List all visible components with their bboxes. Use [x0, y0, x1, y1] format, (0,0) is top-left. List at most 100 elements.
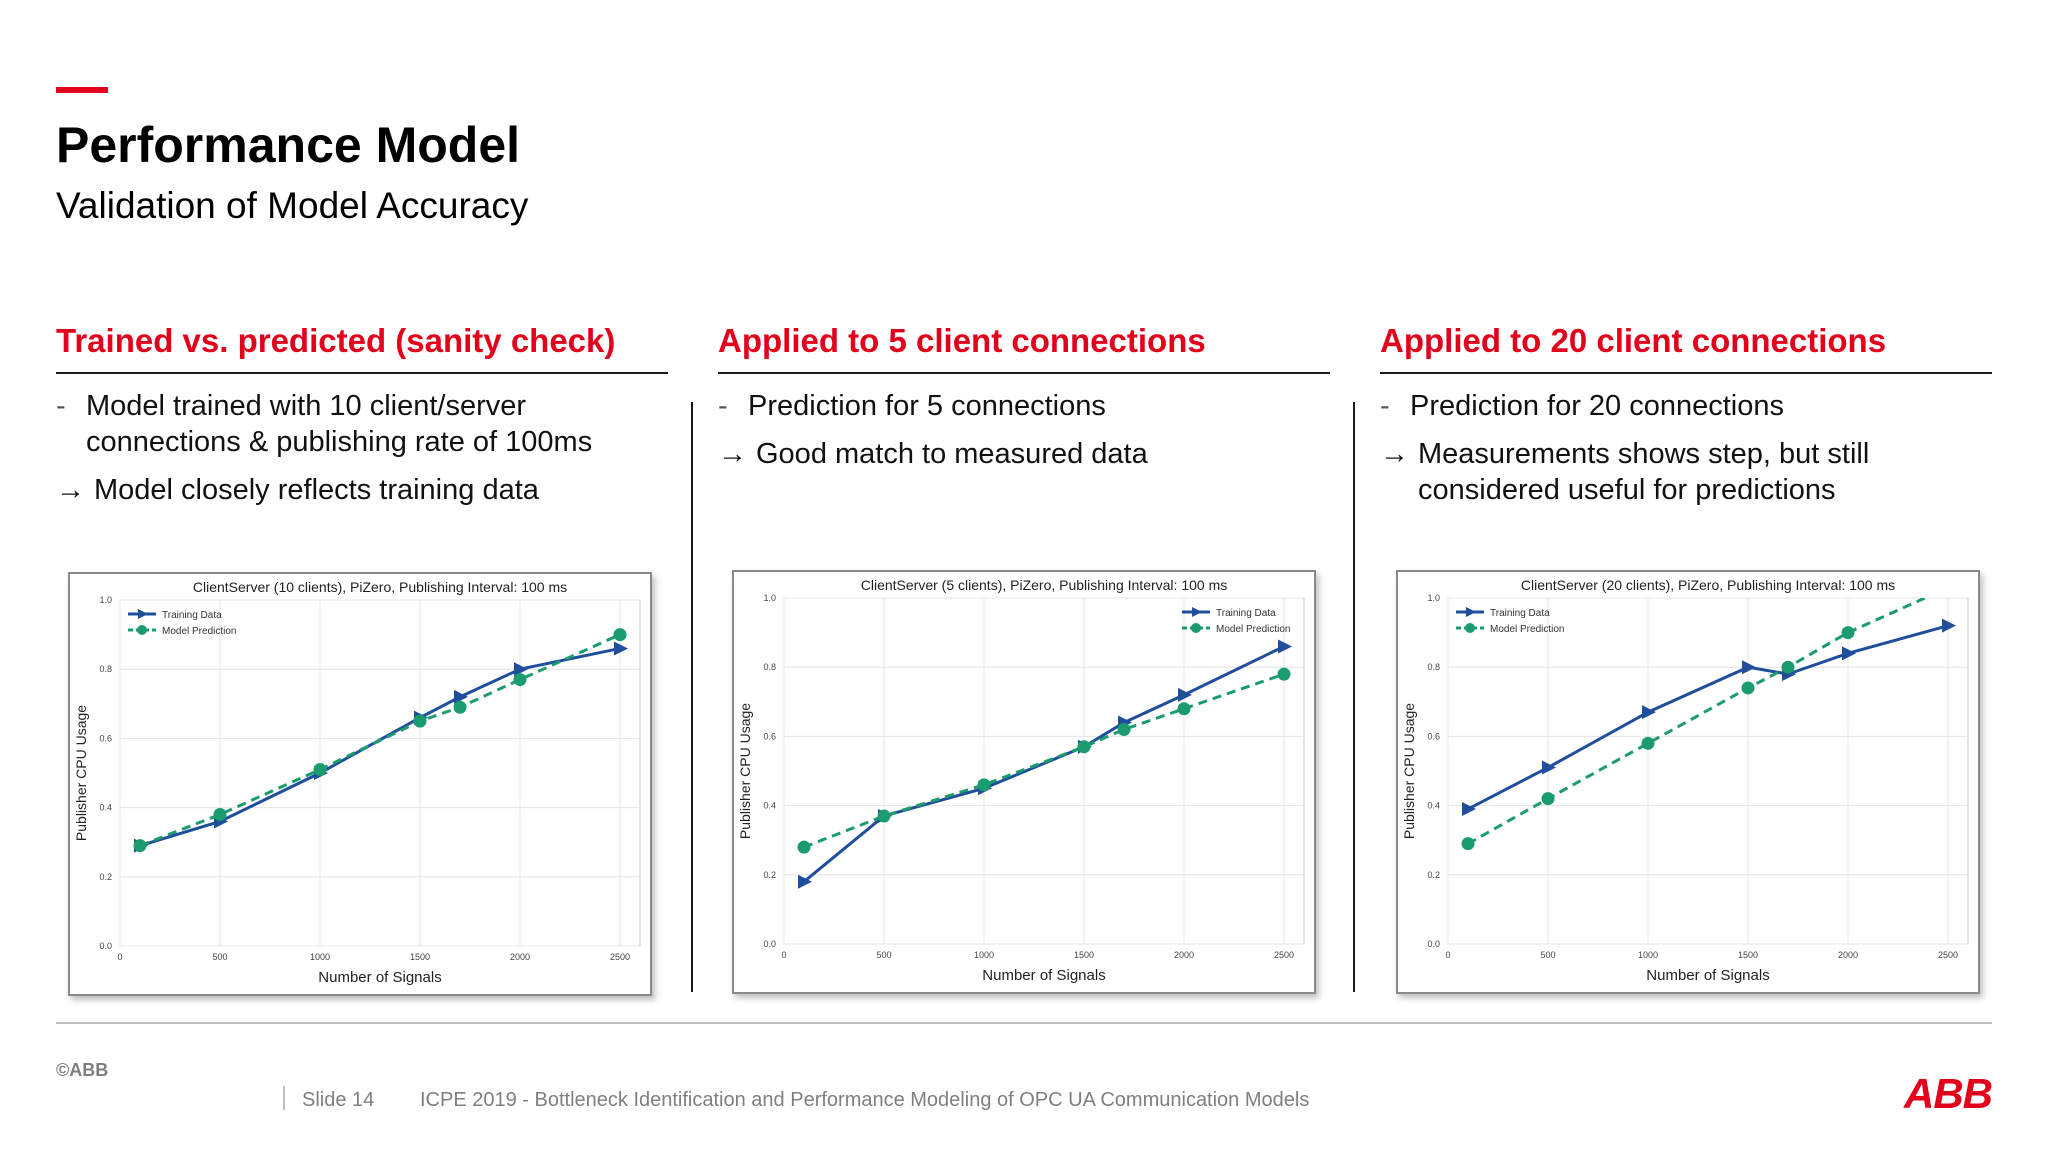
slide-title: Performance Model — [56, 117, 521, 173]
y-tick-label: 0.4 — [99, 803, 112, 813]
arrow-right-icon: → — [1380, 438, 1409, 470]
x-tick-label: 500 — [212, 952, 227, 962]
abb-logo: ABB — [1904, 1070, 1993, 1117]
column-5-clients: Applied to 5 client connections - Predic… — [718, 322, 1330, 484]
data-point — [1842, 646, 1856, 661]
x-tick-label: 1000 — [310, 952, 330, 962]
data-point — [413, 714, 427, 728]
data-point — [1178, 687, 1192, 702]
y-axis-label: Publisher CPU Usage — [73, 705, 89, 841]
column-heading: Trained vs. predicted (sanity check) — [56, 322, 668, 374]
x-axis-label: Number of Signals — [318, 969, 441, 986]
y-tick-label: 0.2 — [1427, 870, 1440, 880]
x-tick-label: 1500 — [1074, 950, 1094, 960]
chart-svg: 0 500 1000 1500 2000 2500 0.0 0.2 0.4 0.6 0.8 1.0 Cl… — [1401, 577, 1969, 984]
data-point — [614, 641, 628, 656]
bullet-text: Prediction for 5 connections — [748, 390, 1106, 422]
data-point — [977, 778, 991, 792]
data-point — [213, 808, 227, 822]
column-body: - Prediction for 20 connections → Measur… — [1380, 388, 1992, 508]
x-tick-label: 0 — [117, 952, 122, 962]
x-tick-label: 2000 — [1174, 950, 1194, 960]
column-divider — [1353, 402, 1355, 992]
x-tick-label: 1000 — [1638, 950, 1658, 960]
data-point — [1461, 837, 1475, 851]
column-heading: Applied to 20 client connections — [1380, 322, 1992, 374]
bullet-text: Prediction for 20 connections — [1410, 390, 1784, 422]
chart-title: ClientServer (20 clients), PiZero, Publi… — [1521, 577, 1895, 593]
bullet-line: - Prediction for 20 connections — [1380, 388, 1992, 424]
x-tick-label: 2500 — [1938, 950, 1958, 960]
data-point — [1117, 722, 1131, 736]
chart-title: ClientServer (5 clients), PiZero, Publis… — [861, 577, 1227, 593]
footer-separator — [283, 1086, 285, 1110]
y-axis-label: Publisher CPU Usage — [1401, 703, 1417, 839]
arrow-right-icon: → — [718, 438, 747, 470]
column-body: - Model trained with 10 client/server co… — [56, 388, 668, 508]
conclusion-line: → Good match to measured data — [718, 436, 1330, 472]
slide-subtitle: Validation of Model Accuracy — [56, 185, 529, 226]
slide-number: Slide 14 — [302, 1089, 375, 1111]
data-point — [1642, 705, 1656, 720]
data-point — [877, 809, 891, 823]
data-point — [313, 763, 327, 777]
y-tick-label: 0.0 — [99, 941, 112, 951]
arrow-right-icon: → — [56, 474, 85, 506]
data-point — [1278, 639, 1292, 654]
y-axis-label: Publisher CPU Usage — [737, 703, 753, 839]
x-axis-label: Number of Signals — [982, 967, 1105, 984]
plot-area — [119, 599, 641, 947]
data-point — [1942, 618, 1956, 633]
legend-label: Model Prediction — [1216, 624, 1290, 635]
bullet-text: Model trained with 10 client/server conn… — [86, 390, 593, 458]
bullet-line: - Prediction for 5 connections — [718, 388, 1330, 424]
dash-marker: - — [56, 390, 66, 422]
data-point — [1841, 626, 1855, 640]
y-tick-label: 0.0 — [1427, 939, 1440, 949]
data-point — [513, 673, 527, 687]
y-tick-label: 0.8 — [99, 664, 112, 674]
y-tick-label: 1.0 — [763, 593, 776, 603]
column-divider — [691, 402, 693, 992]
data-point — [1077, 740, 1091, 754]
plot-area — [783, 597, 1305, 945]
legend-marker — [1192, 607, 1202, 617]
data-point — [1177, 702, 1191, 716]
x-tick-label: 2500 — [1274, 950, 1294, 960]
dash-marker: - — [718, 390, 728, 422]
conclusion-text: Good match to measured data — [756, 438, 1148, 470]
chart-20-clients: 0 500 1000 1500 2000 2500 0.0 0.2 0.4 0.6 0.8 1.0 Cl… — [1396, 570, 1980, 994]
chart-title: ClientServer (10 clients), PiZero, Publi… — [193, 579, 567, 595]
x-axis-label: Number of Signals — [1646, 967, 1769, 984]
y-tick-label: 1.0 — [1427, 593, 1440, 603]
footer-rule — [56, 1022, 1992, 1024]
dash-marker: - — [1380, 390, 1390, 422]
x-tick-label: 0 — [781, 950, 786, 960]
legend-marker — [1466, 607, 1476, 617]
bullet-line: - Model trained with 10 client/server co… — [56, 388, 668, 460]
x-tick-label: 500 — [876, 950, 891, 960]
y-tick-label: 1.0 — [99, 595, 112, 605]
legend-marker — [138, 609, 148, 619]
data-point — [1462, 802, 1476, 817]
legend-marker — [1465, 623, 1475, 633]
conclusion-text: Measurements shows step, but still consi… — [1418, 438, 1870, 506]
legend-label: Training Data — [1490, 608, 1550, 619]
data-point — [133, 839, 147, 853]
x-tick-label: 1500 — [410, 952, 430, 962]
legend-marker — [137, 625, 147, 635]
data-point — [1741, 681, 1755, 695]
x-tick-label: 2000 — [1838, 950, 1858, 960]
y-tick-label: 0.2 — [763, 870, 776, 880]
data-point — [1942, 581, 1955, 594]
y-tick-label: 0.0 — [763, 939, 776, 949]
column-heading: Applied to 5 client connections — [718, 322, 1330, 374]
y-tick-label: 0.8 — [763, 662, 776, 672]
column-body: - Prediction for 5 connections → Good ma… — [718, 388, 1330, 472]
chart-svg: 0 500 1000 1500 2000 2500 0.0 0.2 0.4 0.6 0.8 1.0 Cl… — [73, 579, 641, 986]
footer-text: ICPE 2019 - Bottleneck Identification an… — [420, 1089, 1310, 1111]
legend-marker — [1191, 623, 1201, 633]
conclusion-text: Model closely reflects training data — [94, 474, 539, 506]
series-group — [1461, 581, 1956, 851]
chart-svg: 0 500 1000 1500 2000 2500 0.0 0.2 0.4 0.6 0.8 1.0 Cl… — [737, 577, 1305, 984]
